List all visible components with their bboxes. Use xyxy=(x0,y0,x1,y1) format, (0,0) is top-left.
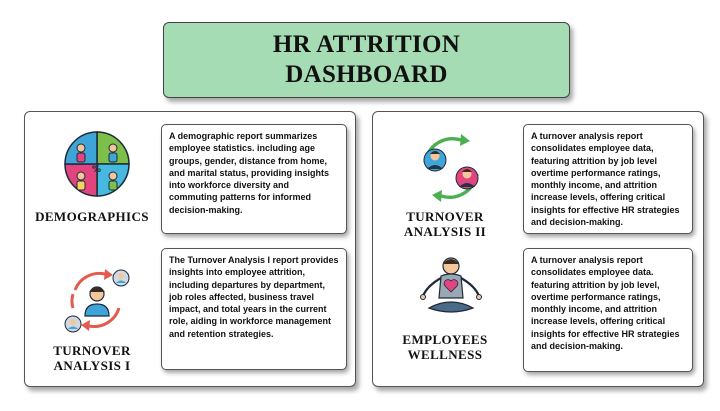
turnover-2-description-card: A turnover analysis report consolidates … xyxy=(523,124,693,234)
meditation-heart-icon xyxy=(420,257,482,313)
demographics-pie-people-icon: % xyxy=(64,131,130,197)
turnover-1-description-card: The Turnover Analysis I report provides … xyxy=(161,248,347,370)
title-line-1: HR ATTRITION xyxy=(272,31,461,58)
title-line-2: DASHBOARD xyxy=(285,61,448,88)
turnover-1-label: TURNOVER ANALYSIS I xyxy=(27,343,157,373)
turnover-2-label-line1: TURNOVER xyxy=(406,209,484,224)
demographics-description-card: A demographic report summarizes employee… xyxy=(161,124,347,234)
svg-text:%: % xyxy=(92,165,101,175)
turnover-1-label-line2: ANALYSIS I xyxy=(53,358,131,373)
wellness-label-line2: WELLNESS xyxy=(407,347,483,362)
wellness-description-card: A turnover analysis report consolidates … xyxy=(523,248,693,372)
wellness-description: A turnover analysis report consolidates … xyxy=(531,255,680,352)
dashboard-title: HR ATTRITION DASHBOARD xyxy=(163,22,570,98)
right-panel: TURNOVER ANALYSIS II A turnover analysis… xyxy=(372,111,704,387)
turnover-1-description: The Turnover Analysis I report provides … xyxy=(169,255,339,339)
turnover-2-description: A turnover analysis report consolidates … xyxy=(531,131,680,228)
turnover-2-label: TURNOVER ANALYSIS II xyxy=(375,209,515,239)
employee-turnover-cycle-icon xyxy=(64,269,130,333)
demographics-label: DEMOGRAPHICS xyxy=(35,209,149,224)
wellness-label: EMPLOYEES WELLNESS xyxy=(375,332,515,362)
turnover-1-label-line1: TURNOVER xyxy=(53,343,131,358)
wellness-label-line1: EMPLOYEES xyxy=(402,332,488,347)
employee-exchange-icon xyxy=(423,134,479,202)
turnover-2-label-line2: ANALYSIS II xyxy=(403,224,487,239)
left-panel: % DEMOGRAPHICS A demographic report summ… xyxy=(24,111,356,387)
demographics-description: A demographic report summarizes employee… xyxy=(169,131,330,215)
